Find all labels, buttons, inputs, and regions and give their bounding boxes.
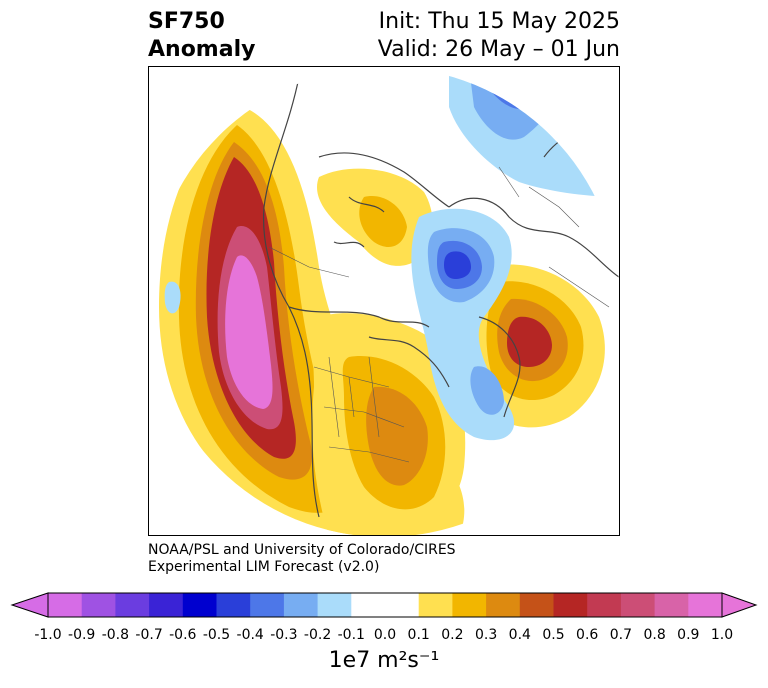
map-panel	[148, 66, 620, 536]
east-america-positive-anomaly	[312, 313, 466, 535]
colorbar-segment	[553, 593, 588, 617]
colorbar-ticks: -1.0 -0.9 -0.8 -0.7 -0.6 -0.5 -0.4 -0.3 -0.2 -0.1…	[0, 627, 768, 647]
colorbar-tick-label: -0.5	[202, 627, 231, 643]
canada-positive-anomaly	[317, 168, 433, 266]
colorbar-segment	[385, 593, 420, 617]
colorbar-tick-label: -0.7	[135, 627, 163, 643]
colorbar-segment	[149, 593, 184, 617]
colorbar-segment	[654, 593, 689, 617]
title-left: SF750 Anomaly	[148, 8, 255, 64]
colorbar-tick-label: 0.7	[609, 627, 633, 643]
colorbar-outline	[47, 592, 723, 618]
credit-line-2: Experimental LIM Forecast (v2.0)	[148, 559, 380, 575]
colorbar-tick-label: 0.2	[441, 627, 464, 643]
colorbar-segment	[48, 593, 83, 617]
colorbar-segment	[452, 593, 487, 617]
colorbar-units: 1e7 m²s⁻¹	[328, 648, 440, 673]
colorbar-segment	[283, 593, 319, 617]
colorbar-extend-max	[721, 592, 758, 618]
colorbar-segment	[81, 593, 116, 617]
valid-range: Valid: 26 May – 01 Jun	[377, 37, 620, 62]
colorbar-tick-label: -0.6	[169, 627, 197, 643]
colorbar-segment	[250, 593, 285, 617]
colorbar-segment	[587, 593, 622, 617]
colorbar-segment	[620, 593, 656, 617]
colorbar-tick-label: -0.3	[270, 627, 298, 643]
anomaly-map	[150, 67, 619, 535]
colorbar-segment	[688, 593, 723, 617]
credit-line-1: NOAA/PSL and University of Colorado/CIRE…	[148, 542, 456, 558]
title-right: Init: Thu 15 May 2025 Valid: 26 May – 01…	[378, 8, 620, 64]
colorbar-tick-label: -0.4	[236, 627, 264, 643]
anomaly-title: Anomaly	[148, 37, 256, 62]
colorbar-tick-label: -0.9	[68, 627, 96, 643]
colorbar-tick-label: 0.5	[542, 627, 565, 643]
credit-text: NOAA/PSL and University of Colorado/CIRE…	[148, 542, 456, 576]
colorbar-segment	[418, 593, 453, 617]
colorbar-segment	[182, 593, 217, 617]
country-borders	[268, 166, 610, 463]
variable-title: SF750	[148, 9, 225, 34]
colorbar-segment	[486, 593, 521, 617]
russia-positive-anomaly	[473, 264, 605, 428]
colorbar-tick-label: -1.0	[34, 627, 62, 643]
colorbar-segment	[519, 593, 554, 617]
colorbar-tick-label: 0.1	[407, 627, 430, 643]
colorbar-tick-label: 0.0	[373, 627, 397, 643]
init-date: Init: Thu 15 May 2025	[378, 9, 620, 34]
colorbar-segment	[216, 593, 251, 617]
colorbar-tick-label: -0.1	[337, 627, 365, 643]
colorbar-tick-label: 0.8	[643, 627, 666, 643]
arctic-negative-anomaly	[164, 208, 515, 441]
colorbar-tick-label: 0.4	[508, 627, 531, 643]
colorbar-segment	[351, 593, 386, 617]
colorbar-segment	[317, 593, 352, 617]
colorbar-tick-label: 1.0	[710, 627, 734, 643]
colorbar-tick-label: 0.9	[677, 627, 700, 643]
colorbar-tick-label: -0.8	[101, 627, 130, 643]
colorbar-tick-label: 0.3	[474, 627, 498, 643]
colorbar-extend-min	[10, 592, 49, 618]
colorbar-tick-label: -0.2	[303, 627, 332, 643]
colorbar-segment	[115, 593, 150, 617]
colorbar-tick-label: 0.6	[576, 627, 599, 643]
colorbar	[10, 592, 758, 618]
